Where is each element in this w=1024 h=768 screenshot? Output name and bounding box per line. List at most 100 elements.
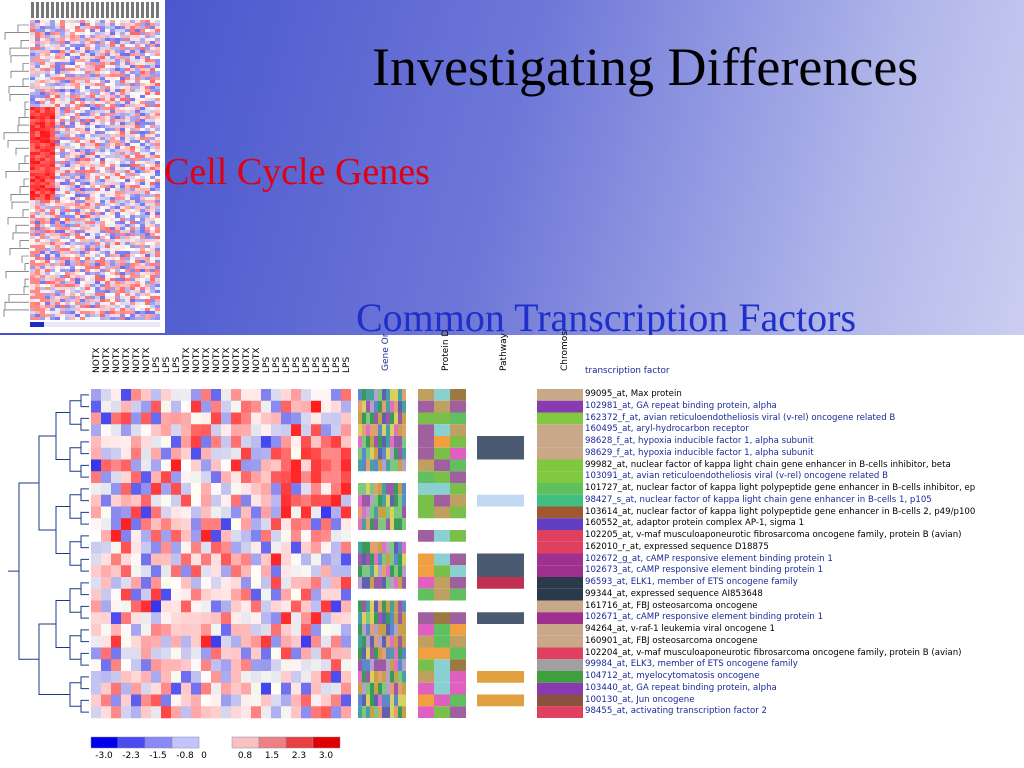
thumbnail-heatmap-cell [105, 167, 110, 170]
heatmap-cell [91, 436, 101, 449]
heatmap-cell [131, 424, 141, 437]
thumbnail-heatmap-cell [55, 113, 60, 116]
gene-ontology-cell [358, 671, 362, 683]
heatmap-cell [341, 635, 351, 648]
heatmap-cell [331, 518, 341, 531]
thumbnail-heatmap-cell [35, 44, 40, 47]
thumbnail-dendrogram-branch [17, 24, 29, 32]
gene-ontology-cell [374, 553, 378, 566]
gene-ontology-cell [398, 659, 402, 671]
gene-ontology-cell [382, 706, 386, 718]
heatmap-cell [301, 412, 311, 425]
thumbnail-heatmap-cell [145, 152, 150, 155]
heatmap-cell [131, 659, 141, 672]
thumbnail-heatmap-cell [150, 188, 155, 191]
thumbnail-heatmap-cell [35, 125, 40, 128]
thumbnail-heatmap-cell [140, 170, 145, 173]
thumbnail-dendrogram-branch [24, 155, 29, 163]
thumbnail-heatmap-cell [145, 275, 150, 278]
thumbnail-heatmap-cell [90, 119, 95, 122]
thumbnail-heatmap-cell [95, 143, 100, 146]
pathway-block [477, 553, 524, 577]
thumbnail-heatmap-cell [45, 41, 50, 44]
heatmap-cell [291, 635, 301, 648]
thumbnail-heatmap-cell [155, 95, 160, 98]
thumbnail-heatmap-cell [105, 212, 110, 215]
thumbnail-heatmap-cell [140, 173, 145, 176]
legend-swatch [285, 736, 314, 749]
heatmap-cell [241, 577, 251, 590]
thumbnail-heatmap-cell [135, 257, 140, 260]
thumbnail-heatmap-cell [55, 275, 60, 278]
thumbnail-heatmap-cell [30, 26, 35, 29]
thumbnail-heatmap-cell [140, 233, 145, 236]
thumbnail-heatmap-cell [100, 41, 105, 44]
heatmap-cell [251, 389, 261, 402]
thumbnail-heatmap-cell [35, 38, 40, 41]
thumbnail-heatmap-cell [85, 110, 90, 113]
thumbnail-heatmap-cell [40, 95, 45, 98]
thumbnail-heatmap-cell [65, 26, 70, 29]
thumbnail-heatmap-cell [150, 113, 155, 116]
heatmap-cell [161, 647, 171, 660]
thumbnail-heatmap-cell [105, 107, 110, 110]
thumbnail-heatmap-cell [115, 275, 120, 278]
thumbnail-heatmap-cell [60, 293, 65, 296]
thumbnail-heatmap-cell [45, 116, 50, 119]
thumbnail-heatmap-cell [35, 191, 40, 194]
thumbnail-heatmap-cell [70, 38, 75, 41]
thumbnail-heatmap-cell [125, 95, 130, 98]
thumbnail-heatmap-cell [80, 314, 85, 317]
thumbnail-heatmap-cell [150, 227, 155, 230]
thumbnail-column-label-mark [41, 2, 44, 18]
heatmap-cell [211, 494, 221, 507]
thumbnail-heatmap-cell [90, 86, 95, 89]
heatmap-cell [251, 612, 261, 625]
thumbnail-heatmap-cell [60, 110, 65, 113]
thumbnail-heatmap-cell [60, 116, 65, 119]
thumbnail-heatmap-cell [120, 260, 125, 263]
condition-label: NOTX [132, 347, 142, 373]
heatmap-cell [111, 659, 121, 672]
thumbnail-heatmap-cell [120, 236, 125, 239]
gene-ontology-cell [370, 600, 374, 613]
thumbnail-heatmap-cell [125, 71, 130, 74]
thumbnail-heatmap-cell [40, 227, 45, 230]
thumbnail-heatmap-cell [95, 266, 100, 269]
thumbnail-heatmap-cell [120, 239, 125, 242]
thumbnail-heatmap-cell [140, 275, 145, 278]
gene-label: 98628_f_at, hypoxia inducible factor 1, … [585, 436, 814, 446]
thumbnail-heatmap-cell [100, 212, 105, 215]
thumbnail-heatmap-cell [65, 305, 70, 308]
thumbnail-heatmap-cell [75, 224, 80, 227]
gene-ontology-cell [378, 600, 382, 613]
heatmap-cell [311, 671, 321, 684]
heatmap-cell [161, 635, 171, 648]
thumbnail-heatmap-cell [135, 248, 140, 251]
thumbnail-heatmap-cell [145, 260, 150, 263]
thumbnail-heatmap-cell [30, 125, 35, 128]
heatmap-cell [331, 530, 341, 543]
heatmap-cell [201, 518, 211, 531]
gene-ontology-cell [366, 518, 370, 530]
thumbnail-heatmap-cell [35, 218, 40, 221]
thumbnail-heatmap-cell [85, 182, 90, 185]
thumbnail-heatmap-cell [40, 308, 45, 311]
protein-domain-cell [450, 400, 466, 413]
thumbnail-heatmap-cell [95, 29, 100, 32]
thumbnail-heatmap-cell [70, 302, 75, 305]
thumbnail-heatmap-cell [80, 131, 85, 134]
thumbnail-heatmap-cell [35, 53, 40, 56]
heatmap-cell [331, 553, 341, 566]
thumbnail-heatmap-cell [30, 278, 35, 281]
gene-ontology-cell [370, 577, 374, 589]
thumbnail-heatmap-cell [120, 221, 125, 224]
thumbnail-heatmap-cell [105, 176, 110, 179]
thumbnail-dendrogram-branch [5, 271, 29, 279]
thumbnail-heatmap-cell [105, 209, 110, 212]
thumbnail-heatmap-cell [75, 218, 80, 221]
thumbnail-heatmap-cell [90, 257, 95, 260]
heatmap-cell [231, 612, 241, 625]
heatmap-cell [171, 506, 181, 519]
thumbnail-heatmap-cell [120, 77, 125, 80]
